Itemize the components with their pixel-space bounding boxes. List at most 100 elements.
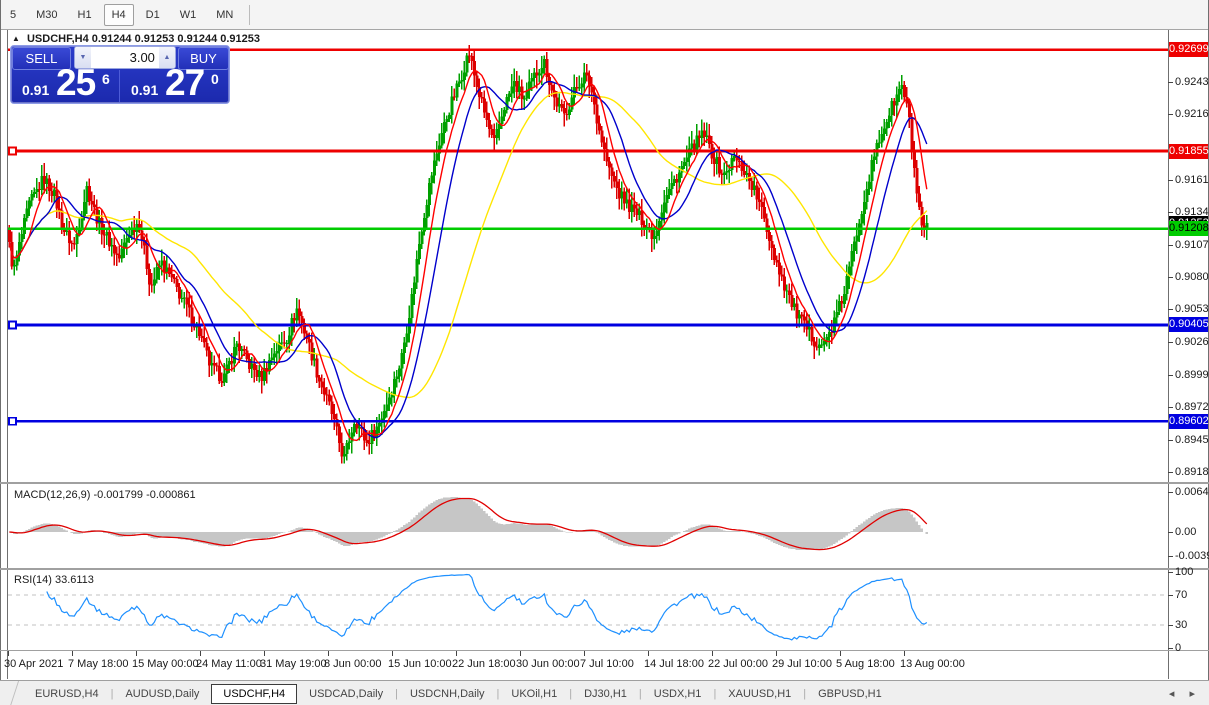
time-axis-tick	[264, 651, 265, 656]
timeframe-button-mn[interactable]: MN	[216, 8, 234, 21]
tab-separator: |	[803, 687, 807, 700]
macd-panel-canvas[interactable]	[8, 484, 1168, 568]
time-axis-label: 22 Jul 00:00	[708, 658, 768, 670]
sell-button[interactable]: SELL	[12, 46, 71, 70]
price-axis-label: 0.90265	[1175, 336, 1209, 348]
symbol-marker-icon[interactable]: ▲	[12, 34, 20, 43]
ma-line-slow	[8, 91, 928, 399]
price-axis-tick	[1168, 472, 1173, 473]
sell-price-prefix: 0.91	[22, 82, 50, 98]
time-axis-tick	[72, 651, 73, 656]
tab-usdcad-daily[interactable]: USDCAD,Daily	[309, 687, 384, 700]
macd-axis-tick	[1168, 556, 1173, 557]
candles-layer	[8, 44, 929, 464]
timeframe-button-d1[interactable]: D1	[145, 8, 160, 21]
ohlc-values: 0.91244 0.91253 0.91244 0.91253	[91, 33, 260, 45]
buy-price-display[interactable]: 0.91 27 0	[121, 62, 228, 103]
macd-axis-tick	[1168, 532, 1173, 533]
sell-price-display[interactable]: 0.91 25 6	[12, 62, 120, 103]
timeframe-button-5[interactable]: 5	[10, 8, 17, 21]
volume-input[interactable]	[90, 47, 159, 68]
time-axis-label: 22 Jun 18:00	[452, 658, 516, 670]
price-axis-tick	[1168, 114, 1173, 115]
time-axis-tick	[328, 651, 329, 656]
level-price-badge: 0.91208	[1169, 221, 1209, 236]
price-axis-tick	[1168, 245, 1173, 246]
price-axis-tick	[1168, 277, 1173, 278]
price-axis-tick	[1168, 440, 1173, 441]
timeframe-button-m30[interactable]: M30	[36, 8, 58, 21]
tab-dj30-h1[interactable]: DJ30,H1	[584, 687, 627, 700]
tab-bar-notch	[0, 681, 20, 705]
tab-xauusd-h1[interactable]: XAUUSD,H1	[728, 687, 792, 700]
macd-rsi-separator[interactable]	[0, 568, 1209, 570]
tab-usdcnh-daily[interactable]: USDCNH,Daily	[409, 687, 485, 700]
buy-price-pips: 27	[165, 62, 205, 103]
main-macd-separator[interactable]	[0, 482, 1209, 484]
rsi-axis-label: 0	[1175, 642, 1182, 654]
tab-audusd-daily[interactable]: AUDUSD,Daily	[125, 687, 200, 700]
price-axis-separator	[1168, 30, 1169, 679]
time-axis-tick	[520, 651, 521, 656]
time-axis-label: 5 Aug 18:00	[836, 658, 895, 670]
timeframe-button-h4[interactable]: H4	[103, 3, 134, 26]
rsi-axis-tick	[1168, 648, 1173, 649]
main-chart-canvas[interactable]	[8, 30, 1168, 482]
macd-axis-tick	[1168, 492, 1173, 493]
price-axis-label: 0.91345	[1175, 206, 1209, 218]
timeframe-button-w1[interactable]: W1	[179, 8, 197, 21]
volume-increase-button[interactable]: ▲	[158, 47, 175, 68]
price-axis-tick	[1168, 342, 1173, 343]
macd-axis-label: 0.00647	[1175, 486, 1209, 498]
timeframe-button-h1[interactable]: H1	[77, 8, 92, 21]
time-axis-label: 13 Aug 00:00	[900, 658, 965, 670]
rsi-axis-label: 30	[1175, 619, 1188, 631]
tab-separator: |	[110, 687, 114, 700]
hline-handle	[8, 417, 17, 426]
macd-signal-line	[9, 497, 928, 551]
hline-handle	[8, 146, 17, 156]
price-axis-tick	[1168, 407, 1173, 408]
tab-ukoil-h1[interactable]: UKOil,H1	[511, 687, 558, 700]
tab-separator: |	[569, 687, 573, 700]
time-axis-label: 7 Jul 10:00	[580, 658, 634, 670]
time-axis-tick	[840, 651, 841, 656]
buy-button[interactable]: BUY	[177, 46, 229, 70]
volume-stepper: ▼ ▲	[73, 46, 176, 69]
macd-axis-label: 0.00	[1175, 526, 1197, 538]
ma-line-fast	[8, 69, 928, 442]
rsi-timeaxis-separator	[0, 650, 1209, 651]
chart-left-border	[7, 30, 8, 679]
price-axis-label: 0.90805	[1175, 271, 1209, 283]
ma-line-medium	[8, 80, 928, 439]
sell-price-pips: 25	[56, 62, 96, 103]
time-axis-label: 30 Jun 00:00	[516, 658, 580, 670]
tab-eurusd-h4[interactable]: EURUSD,H4	[35, 687, 99, 700]
tabs-scroll-left-icon[interactable]: ◂	[1168, 688, 1181, 700]
volume-decrease-button[interactable]: ▼	[74, 47, 91, 68]
time-axis-label: 29 Jul 10:00	[772, 658, 832, 670]
toolbar-separator	[249, 4, 251, 25]
tab-separator: |	[713, 687, 717, 700]
tabs-scroll-right-icon[interactable]: ▸	[1189, 688, 1201, 700]
tab-usdx-h1[interactable]: USDX,H1	[653, 687, 702, 700]
one-click-trading-widget: SELL ▼ ▲ BUY 0.91 25 6 0.91 27 0	[10, 45, 230, 104]
level-price-badge: 0.90405	[1169, 317, 1209, 332]
symbol-timeframe-label: USDCHF,H4	[26, 33, 89, 45]
rsi-panel-canvas[interactable]	[8, 570, 1168, 650]
tab-usdchf-h4[interactable]: USDCHF,H4	[211, 683, 298, 704]
price-axis-tick	[1168, 212, 1173, 213]
tab-gbpusd-h1[interactable]: GBPUSD,H1	[818, 687, 882, 700]
time-axis-label: 24 May 11:00	[196, 658, 262, 670]
rsi-axis-tick	[1168, 595, 1173, 596]
time-axis-tick	[136, 651, 137, 656]
time-axis-tick	[200, 651, 201, 656]
level-price-badge: 0.91855	[1169, 144, 1209, 159]
macd-histogram	[10, 497, 928, 551]
